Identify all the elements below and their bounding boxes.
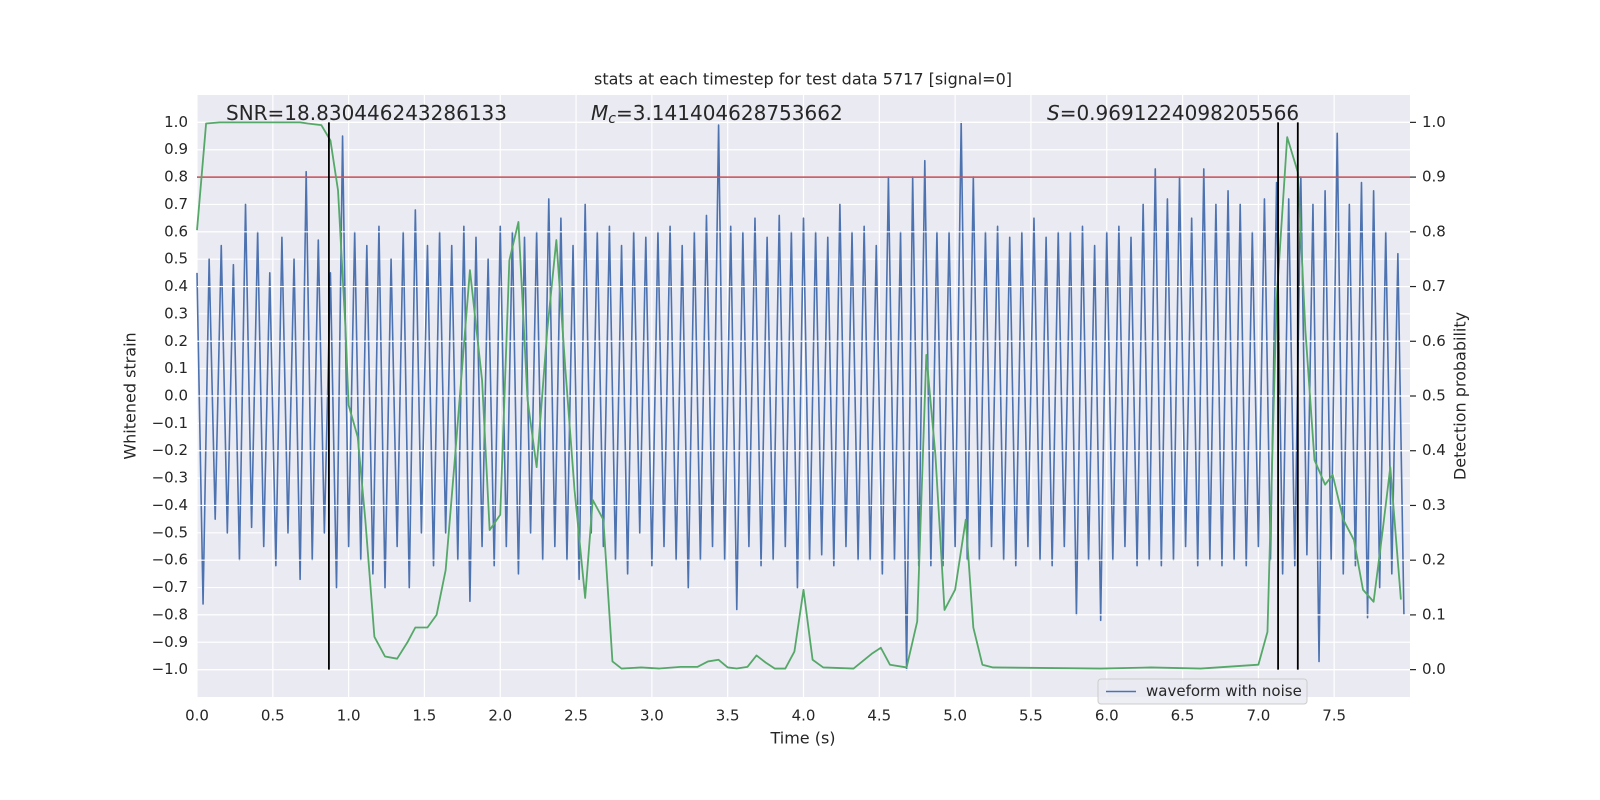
y-tick-label: 0.8 (164, 168, 188, 186)
y-tick-label: −1.0 (152, 660, 188, 678)
y-tick-label: −0.3 (152, 469, 188, 487)
y-tick-label: 1.0 (164, 113, 188, 131)
y-tick-label: 0.0 (164, 387, 188, 405)
y-tick-label: −0.4 (152, 496, 188, 514)
x-tick-label: 0.5 (261, 707, 285, 725)
annotation: Mc=3.141404628753662 (591, 101, 843, 128)
y2-tick-label: 0.6 (1422, 332, 1446, 350)
x-tick-label: 7.0 (1246, 707, 1270, 725)
series-line (196, 121, 1402, 670)
x-tick-label: 2.5 (564, 707, 588, 725)
y-tick-label: −0.5 (152, 523, 188, 541)
x-tick-label: 4.5 (867, 707, 891, 725)
x-tick-label: 3.5 (716, 707, 740, 725)
annotation-symbol: S (1047, 101, 1060, 125)
y2-tick-label: 0.3 (1422, 496, 1446, 514)
x-tick-label: 5.0 (943, 707, 967, 725)
annotation-text: =3.141404628753662 (616, 101, 843, 125)
y-tick-label: 0.6 (164, 222, 188, 240)
x-axis-label: Time (s) (769, 729, 835, 748)
x-tick-label: 4.0 (792, 707, 816, 725)
annotation-symbol: M (591, 101, 608, 125)
y-tick-label: 0.9 (164, 140, 188, 158)
y-tick-label: −0.8 (152, 605, 188, 623)
y-tick-label: −0.7 (152, 578, 188, 596)
y-tick-label: −0.9 (152, 633, 188, 651)
y2-tick-label: 0.2 (1422, 551, 1446, 569)
y-tick-label: 0.3 (164, 304, 188, 322)
y2-tick-label: 0.9 (1422, 168, 1446, 186)
annotation-text: SNR=18.830446243286133 (226, 101, 507, 125)
legend-label: waveform with noise (1146, 682, 1302, 700)
x-tick-label: 3.0 (640, 707, 664, 725)
y-tick-label: −0.1 (152, 414, 188, 432)
y2-tick-label: 0.4 (1422, 441, 1446, 459)
x-tick-label: 6.5 (1171, 707, 1195, 725)
y2-tick-label: 0.8 (1422, 222, 1446, 240)
y-tick-label: 0.1 (164, 359, 188, 377)
y-tick-label: 0.4 (164, 277, 188, 295)
series-line (196, 121, 1405, 671)
y-tick-label: −0.2 (152, 441, 188, 459)
x-tick-label: 7.5 (1322, 707, 1346, 725)
x-tick-label: 0.0 (185, 707, 209, 725)
annotation: SNR=18.830446243286133 (226, 101, 507, 125)
annotation: S=0.9691224098205566 (1047, 101, 1299, 125)
y-tick-label: −0.6 (152, 551, 188, 569)
x-tick-label: 5.5 (1019, 707, 1043, 725)
y2-axis-label: Detection probability (1451, 312, 1470, 480)
y2-tick-label: 0.0 (1422, 660, 1446, 678)
legend-box (1097, 678, 1308, 705)
y-tick-label: 0.5 (164, 250, 188, 268)
y2-tick-label: 0.5 (1422, 387, 1446, 405)
x-tick-label: 1.5 (413, 707, 437, 725)
y-tick-label: 0.7 (164, 195, 188, 213)
annotation-text: =0.9691224098205566 (1060, 101, 1299, 125)
annotation-subscript: c (608, 111, 616, 127)
x-tick-label: 6.0 (1095, 707, 1119, 725)
y-tick-label: 0.2 (164, 332, 188, 350)
x-tick-label: 1.0 (337, 707, 361, 725)
chart-title: stats at each timestep for test data 571… (594, 70, 1012, 89)
y2-tick-label: 0.7 (1422, 277, 1446, 295)
y-axis-label: Whitened strain (121, 332, 140, 459)
x-tick-label: 2.0 (488, 707, 512, 725)
y2-tick-label: 1.0 (1422, 113, 1446, 131)
y2-tick-label: 0.1 (1422, 605, 1446, 623)
